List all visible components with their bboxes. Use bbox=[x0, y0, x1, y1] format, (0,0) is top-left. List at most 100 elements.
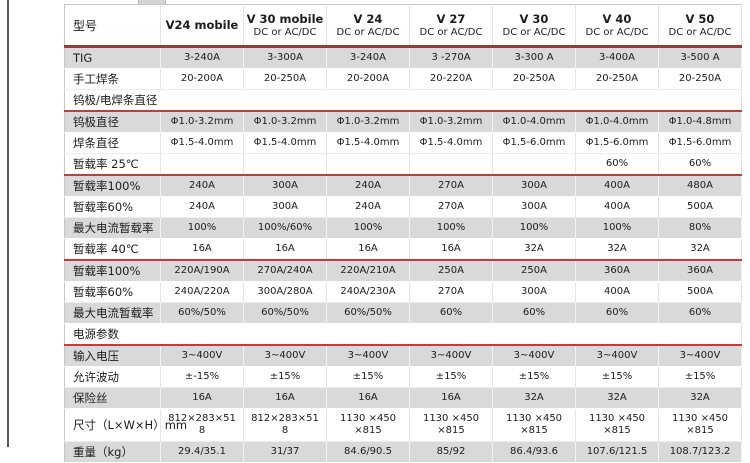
table-cell: 16A bbox=[243, 238, 327, 261]
table-row: 尺寸（L×W×H）mm 812×283×51 8 812×283×51 8 1130 … bbox=[64, 408, 742, 442]
table-cell: Φ1.0-4.0mm bbox=[492, 111, 576, 133]
table-cell: 300A bbox=[492, 175, 576, 197]
table-cell: 3~400V bbox=[492, 345, 576, 367]
section-row: 电源参数 bbox=[64, 323, 742, 346]
table-cell: 300A bbox=[492, 196, 576, 218]
table-cell: 250A bbox=[492, 260, 576, 282]
model-name: V24 mobile bbox=[165, 18, 239, 32]
row-label: 允许波动 bbox=[64, 366, 161, 388]
table-cell: 812×283×51 8 bbox=[160, 408, 244, 442]
model-current-type: DC or AC/DC bbox=[336, 26, 400, 38]
row-label: 暂载率 25℃ bbox=[64, 153, 161, 176]
table-cell: ±15% bbox=[326, 366, 410, 388]
table-cell: 100% bbox=[326, 217, 410, 239]
header-row: 型号 V24 mobile V 30 mobile DC or AC/DC V 24 D… bbox=[64, 4, 742, 48]
table-row: 保险丝 16A 16A 16A 16A 32A 32A 32A bbox=[64, 387, 742, 409]
table-cell: 100% bbox=[409, 217, 493, 239]
table-cell: 270A bbox=[409, 196, 493, 218]
table-cell: ±15% bbox=[409, 366, 493, 388]
model-current-type: DC or AC/DC bbox=[502, 26, 566, 38]
table-cell: 400A bbox=[575, 196, 659, 218]
row-label: 手工焊条 bbox=[64, 68, 161, 90]
table-row: 输入电压 3~400V 3~400V 3~400V 3~400V 3~400V 3~400V… bbox=[64, 345, 742, 367]
table-row: 重量（kg） 29.4/35.1 31/37 84.6/90.5 85/92 86.4/9… bbox=[64, 441, 742, 463]
table-cell: 3~400V bbox=[326, 345, 410, 367]
table-cell: 812×283×51 8 bbox=[243, 408, 327, 442]
table-row: 暂载率 40℃ 16A 16A 16A 16A 32A 32A 32A bbox=[64, 238, 742, 261]
model-header: V 27 DC or AC/DC bbox=[409, 4, 493, 48]
table-cell bbox=[492, 153, 576, 176]
model-header: V 30 mobile DC or AC/DC bbox=[243, 4, 327, 48]
table-row: 最大电流暂载率 60%/50% 60%/50% 60%/50% 60% 60% 60% 60% bbox=[64, 302, 742, 324]
table-cell: 108.7/123.2 bbox=[658, 441, 742, 463]
table-cell: 32A bbox=[575, 238, 659, 261]
table-cell: 300A/280A bbox=[243, 281, 327, 303]
table-cell: 270A/240A bbox=[243, 260, 327, 282]
table-cell: 1130 ×450 ×815 bbox=[658, 408, 742, 442]
table-cell: ±15% bbox=[658, 366, 742, 388]
table-row: 允许波动 ±-15% ±15% ±15% ±15% ±15% ±15% ±15% bbox=[64, 366, 742, 388]
table-row: 最大电流暂载率 100% 100%/60% 100% 100% 100% 100% 80% bbox=[64, 217, 742, 239]
row-label: 重量（kg） bbox=[64, 441, 161, 463]
model-header: V 24 DC or AC/DC bbox=[326, 4, 410, 48]
row-label: 暂载率 40℃ bbox=[64, 238, 161, 261]
table-cell: 85/92 bbox=[409, 441, 493, 463]
table-header: 型号 V24 mobile V 30 mobile DC or AC/DC V 24 D… bbox=[64, 4, 742, 48]
table-row: 手工焊条 20-200A 20-250A 20-200A 20-220A 20-250A 2… bbox=[64, 68, 742, 90]
table-cell bbox=[243, 153, 327, 176]
table-cell: 240A bbox=[160, 175, 244, 197]
model-header: V 30 DC or AC/DC bbox=[492, 4, 576, 48]
model-header: V 40 DC or AC/DC bbox=[575, 4, 659, 48]
model-current-type: DC or AC/DC bbox=[253, 26, 317, 38]
model-name: V 30 mobile bbox=[246, 11, 324, 26]
table-cell: ±15% bbox=[243, 366, 327, 388]
table-cell: Φ1.0-3.2mm bbox=[326, 111, 410, 133]
row-label: 暂载率60% bbox=[64, 281, 161, 303]
table-row: 暂载率100% 220A/190A 270A/240A 220A/210A 250A 25… bbox=[64, 260, 742, 282]
table-cell: Φ1.0-4.8mm bbox=[658, 111, 742, 133]
table-cell: 60% bbox=[492, 302, 576, 324]
table-row: 暂载率100% 240A 300A 240A 270A 300A 400A 480A bbox=[64, 175, 742, 197]
table-cell: 80% bbox=[658, 217, 742, 239]
table-cell: 240A bbox=[326, 196, 410, 218]
row-label: 最大电流暂载率 bbox=[64, 217, 161, 239]
model-header: V24 mobile bbox=[160, 4, 244, 48]
table-cell: 32A bbox=[658, 387, 742, 409]
row-label: 暂载率100% bbox=[64, 175, 161, 197]
model-name: V 27 bbox=[436, 11, 466, 26]
table-cell bbox=[160, 153, 244, 176]
table-cell: 3-240A bbox=[160, 46, 244, 69]
table-cell: 400A bbox=[575, 175, 659, 197]
table-cell: 3-500 A bbox=[658, 46, 742, 69]
table-row: 暂载率 25℃ 60% 60% bbox=[64, 153, 742, 176]
table-cell: 84.6/90.5 bbox=[326, 441, 410, 463]
section-row: 钨极/电焊条直径 bbox=[64, 89, 742, 112]
table-cell: Φ1.5-4.0mm bbox=[160, 132, 244, 154]
row-label: 钨极/电焊条直径 bbox=[64, 89, 742, 112]
table-cell: 300A bbox=[492, 281, 576, 303]
table-cell: 32A bbox=[575, 387, 659, 409]
table-cell: 270A bbox=[409, 175, 493, 197]
table-cell: 3-240A bbox=[326, 46, 410, 69]
table-cell: 500A bbox=[658, 196, 742, 218]
table-cell: 240A/230A bbox=[326, 281, 410, 303]
table-cell: 1130 ×450 ×815 bbox=[492, 408, 576, 442]
table-cell: 20-250A bbox=[658, 68, 742, 90]
table-cell: Φ1.0-4.0mm bbox=[575, 111, 659, 133]
table-cell: Φ1.5-6.0mm bbox=[575, 132, 659, 154]
table-cell: 480A bbox=[658, 175, 742, 197]
table-cell: 16A bbox=[409, 238, 493, 261]
table-cell: 3 -270A bbox=[409, 46, 493, 69]
row-label: 电源参数 bbox=[64, 323, 742, 346]
table-cell: 20-220A bbox=[409, 68, 493, 90]
table-cell: Φ1.0-3.2mm bbox=[160, 111, 244, 133]
table-cell: 3-400A bbox=[575, 46, 659, 69]
table-cell: 16A bbox=[243, 387, 327, 409]
table-cell: 60% bbox=[409, 302, 493, 324]
table-cell: 32A bbox=[492, 387, 576, 409]
table-cell: 240A bbox=[326, 175, 410, 197]
table-cell: Φ1.5-6.0mm bbox=[492, 132, 576, 154]
model-name: V 24 bbox=[353, 11, 383, 26]
table-row: 焊条直径 Φ1.5-4.0mm Φ1.5-4.0mm Φ1.5-4.0mm Φ1.5-4… bbox=[64, 132, 742, 154]
table-cell: 60%/50% bbox=[326, 302, 410, 324]
